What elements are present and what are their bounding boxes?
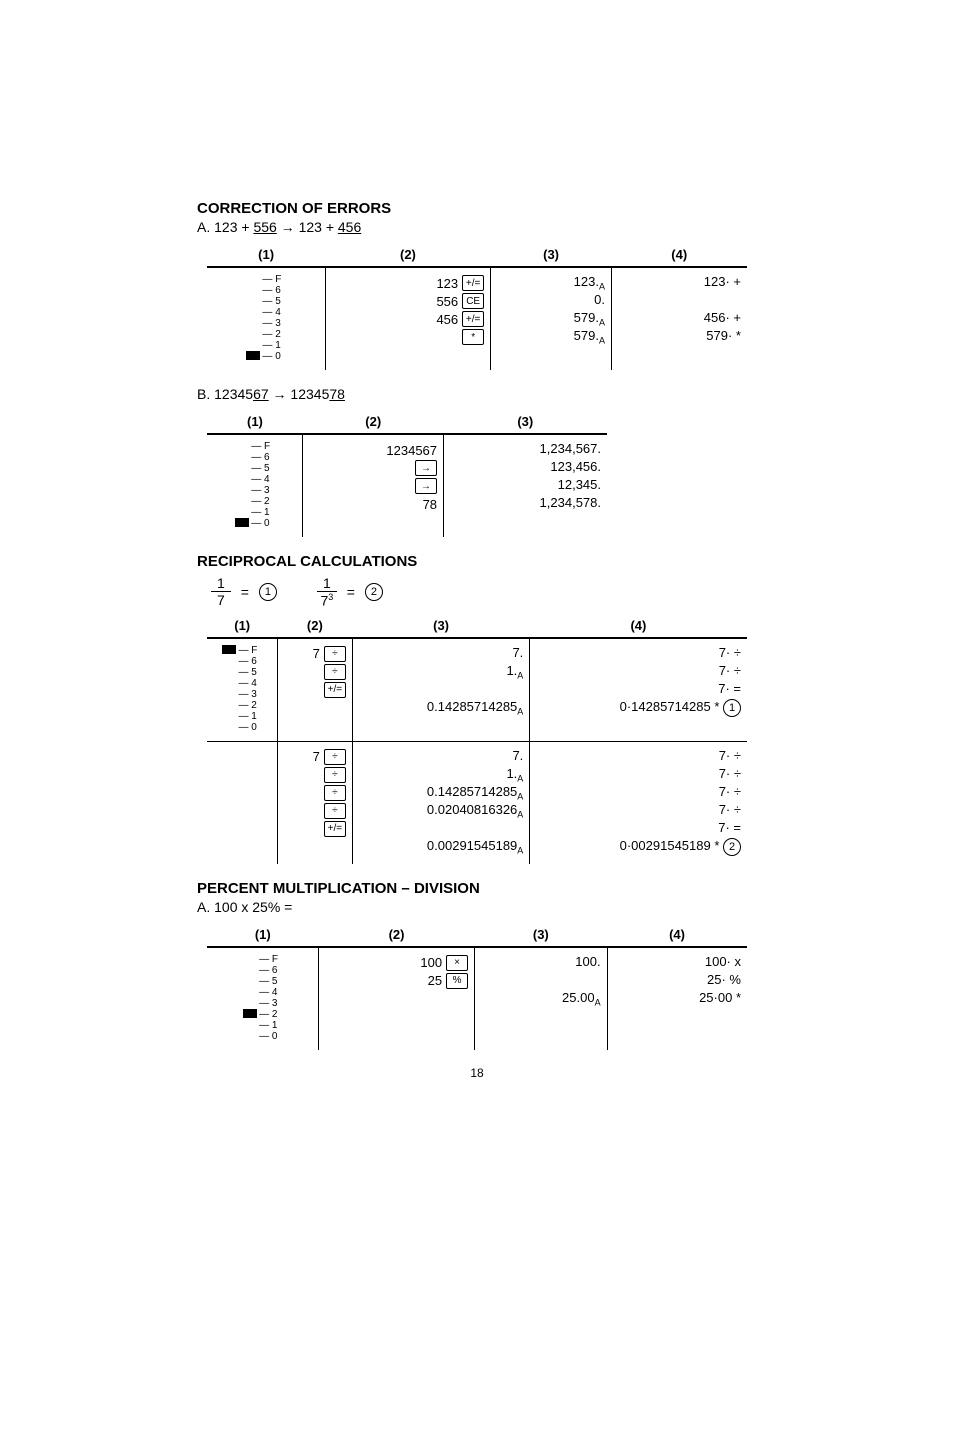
keystroke-column: 7÷÷÷÷+/= [277, 741, 352, 864]
table-correction-b: (1) (2) (3) — F— 6— 5— 4— 3— 2— 1— 0 123… [207, 408, 607, 537]
display-column: 123.A0.579.A579.A [491, 267, 612, 370]
display-column: 7.1.A0.14285714285A0.02040816326A0.00291… [352, 741, 529, 864]
section-title-percent: PERCENT MULTIPLICATION – DIVISION [197, 880, 757, 897]
decimal-slider-icon: — F— 6— 5— 4— 3— 2— 1— 0 [239, 441, 270, 529]
tape-column: 123· +456· +579· * [611, 267, 747, 370]
example-b-label: B. 1234567 → 1234578 [197, 386, 757, 402]
display-column: 100.25.00A [475, 947, 608, 1050]
table-correction-a: (1) (2) (3) (4) — F— 6— 5— 4— 3— 2— 1— 0… [207, 241, 747, 370]
col-header: (2) [277, 612, 352, 638]
section-title-reciprocal: RECIPROCAL CALCULATIONS [197, 553, 757, 570]
col-header: (1) [207, 612, 277, 638]
col-header: (3) [491, 241, 612, 267]
table-reciprocal: (1) (2) (3) (4) — F— 6— 5— 4— 3— 2— 1— 0… [207, 612, 747, 864]
percent-exA-label: A. 100 x 25% = [197, 899, 757, 915]
keystroke-column: 7÷÷+/= [277, 638, 352, 742]
col-header: (2) [303, 408, 444, 434]
decimal-slider-icon: — F— 6— 5— 4— 3— 2— 1— 0 [247, 954, 278, 1042]
circled-number-icon: 1 [259, 583, 277, 601]
col-header: (2) [325, 241, 490, 267]
table-percent: (1) (2) (3) (4) — F— 6— 5— 4— 3— 2— 1— 0… [207, 921, 747, 1050]
col-header: (1) [207, 921, 319, 947]
circled-number-icon: 2 [365, 583, 383, 601]
section-title-correction: CORRECTION OF ERRORS [197, 200, 757, 217]
decimal-slider-icon: — F— 6— 5— 4— 3— 2— 1— 0 [250, 274, 281, 362]
page-number: 18 [197, 1066, 757, 1080]
display-column: 7.1.A0.14285714285A [352, 638, 529, 742]
col-header: (4) [611, 241, 747, 267]
decimal-slider-icon: — F— 6— 5— 4— 3— 2— 1— 0 [226, 645, 257, 733]
display-column: 1,234,567.123,456.12,345.1,234,578. [444, 434, 607, 537]
col-header: (1) [207, 408, 303, 434]
col-header: (4) [607, 921, 747, 947]
keystroke-column: 100×25% [319, 947, 475, 1050]
col-header: (3) [352, 612, 529, 638]
keystroke-column: 123+/=556CE456+/=* [325, 267, 490, 370]
tape-column: 100· x25· %25·00 * [607, 947, 747, 1050]
col-header: (2) [319, 921, 475, 947]
col-header: (3) [444, 408, 607, 434]
tape-column: 7· ÷7· ÷7· ÷7· ÷7· =0·00291545189 * 2 [530, 741, 747, 864]
col-header: (3) [475, 921, 608, 947]
col-header: (1) [207, 241, 325, 267]
keystroke-column: 1234567→→78 [303, 434, 444, 537]
col-header: (4) [530, 612, 747, 638]
tape-column: 7· ÷7· ÷7· =0·14285714285 * 1 [530, 638, 747, 742]
example-a-label: A. 123 + 556 → 123 + 456 [197, 219, 757, 235]
reciprocal-formulas: 17 = 1 173 = 2 [211, 576, 757, 608]
